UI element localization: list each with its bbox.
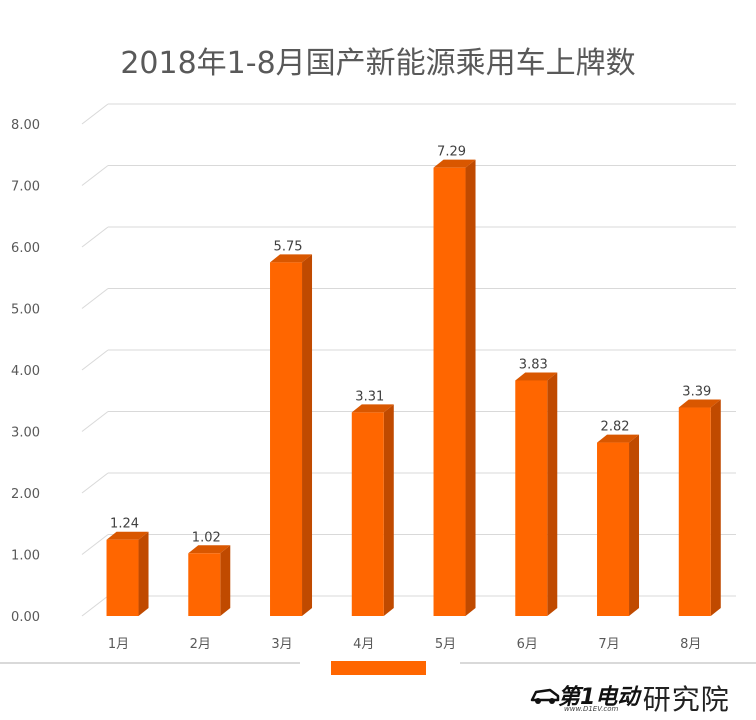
bar [188, 553, 221, 616]
x-tick-label: 5月 [435, 637, 456, 652]
gridline-slant [81, 226, 109, 248]
bar-side [138, 531, 149, 616]
bar-side [629, 434, 640, 616]
car-icon [530, 688, 560, 704]
legend-divider-left [0, 662, 300, 664]
bar [597, 442, 630, 616]
gridline-slant [81, 411, 109, 432]
gridline-slant [81, 288, 109, 309]
data-label: 3.31 [355, 389, 384, 404]
y-tick-label: 1.00 [11, 549, 40, 564]
bar-chart: 0.00 1.00 2.00 3.00 4.00 5.00 6.00 7.00 8.00 1.24… [11, 103, 736, 652]
watermark-url: www.D1EV.com [564, 705, 619, 713]
chart-title: 2018年1-8月国产新能源乘用车上牌数 [120, 46, 636, 81]
legend-divider-right [460, 662, 756, 664]
x-tick-label: 4月 [353, 637, 374, 652]
x-tick-label: 7月 [598, 637, 619, 652]
bar-side [220, 545, 231, 616]
data-label: 5.75 [274, 239, 303, 254]
data-label: 1.24 [110, 517, 139, 532]
gridline-slant [81, 472, 109, 494]
bar [515, 380, 548, 616]
y-tick-label: 4.00 [11, 364, 40, 379]
bar-top [433, 159, 476, 168]
x-tick-label: 1月 [108, 637, 129, 652]
y-tick-label: 6.00 [11, 241, 40, 256]
x-tick-label: 2月 [190, 637, 211, 652]
data-label: 1.02 [192, 530, 221, 545]
bar-side [710, 399, 721, 616]
bar-side [302, 254, 313, 616]
watermark-suffix: · 研究院 [623, 683, 730, 716]
gridline-slant [81, 534, 109, 555]
data-label: 2.82 [601, 420, 630, 435]
y-tick-label: 7.00 [11, 180, 40, 195]
bar [351, 412, 384, 616]
bar-top [515, 372, 558, 381]
bar-top [678, 399, 721, 408]
bar [106, 539, 139, 616]
bar-side [383, 404, 394, 616]
y-tick-label: 3.00 [11, 426, 40, 441]
gridline-slant [81, 103, 109, 125]
y-tick-label: 2.00 [11, 487, 40, 502]
bar-side [465, 159, 476, 617]
bar-top [351, 404, 394, 413]
y-tick-label: 0.00 [11, 610, 40, 625]
data-label: 7.29 [437, 145, 466, 160]
bar [433, 167, 466, 617]
x-tick-label: 8月 [680, 637, 701, 652]
gridline-slant [81, 165, 109, 186]
bar-top [188, 545, 231, 554]
data-label: 3.83 [519, 357, 548, 372]
x-tick-label: 6月 [517, 637, 538, 652]
legend-swatch [331, 661, 426, 675]
bar [678, 407, 711, 616]
x-tick-label: 3月 [271, 637, 292, 652]
watermark-brand: 第1电动 [558, 685, 640, 710]
y-tick-label: 5.00 [11, 303, 40, 318]
bar-top [597, 434, 640, 443]
watermark-logo: 第1电动 www.D1EV.com · 研究院 [530, 676, 750, 716]
gridline-slant [81, 349, 109, 371]
data-label: 3.39 [682, 385, 711, 400]
bar-side [547, 372, 558, 616]
y-tick-label: 8.00 [11, 118, 40, 133]
bar-top [270, 254, 313, 263]
bar [270, 262, 303, 616]
bar-top [106, 531, 149, 540]
gridline-slant [81, 595, 109, 617]
